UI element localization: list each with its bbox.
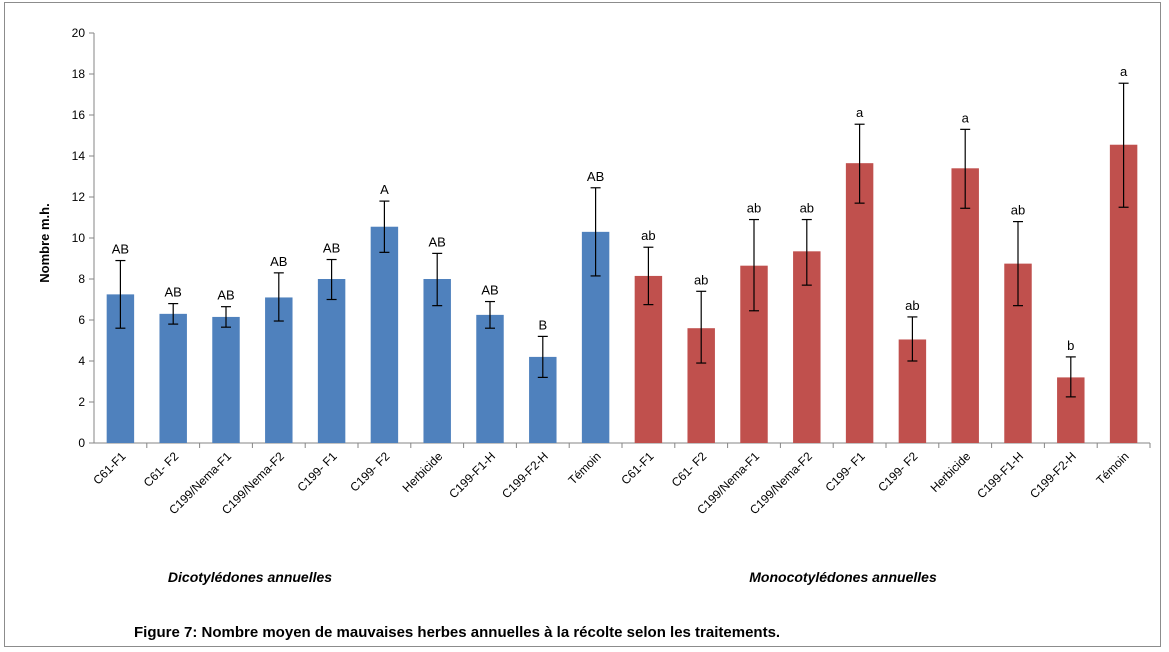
significance-label: AB	[165, 285, 182, 300]
x-tick-label: C199- F1	[822, 449, 868, 495]
significance-label: ab	[1011, 203, 1025, 218]
y-tick-label: 8	[78, 272, 85, 286]
x-tick-label: C199-F2-H	[499, 449, 551, 501]
y-tick-label: 10	[72, 231, 86, 245]
significance-label: AB	[481, 283, 498, 298]
significance-labels: AB AB AB AB AB A AB AB B AB ab ab ab ab a ab a ab b a	[112, 64, 1128, 353]
x-tick-label: C199-F1-H	[446, 449, 498, 501]
y-tick-label: 12	[72, 190, 86, 204]
bar	[476, 314, 504, 443]
significance-label: ab	[800, 201, 814, 216]
x-tick-label: Herbicide	[400, 449, 446, 495]
significance-label: A	[380, 182, 389, 197]
y-tick-label: 16	[72, 108, 86, 122]
significance-label: ab	[641, 228, 655, 243]
significance-label: b	[1067, 338, 1074, 353]
bar	[265, 297, 293, 443]
x-tick-label: C61- F2	[669, 449, 710, 490]
x-tick-label: Témoin	[1094, 449, 1132, 487]
significance-label: a	[856, 105, 864, 120]
x-tick-label: Herbicide	[928, 449, 974, 495]
x-tick-label: C199-F2-H	[1027, 449, 1079, 501]
bar	[845, 163, 874, 444]
significance-label: AB	[217, 288, 234, 303]
x-tick-label: C199- F2	[875, 449, 921, 495]
x-tick-label: C199- F1	[294, 449, 340, 495]
bar	[317, 279, 346, 443]
figure-caption: Figure 7: Nombre moyen de mauvaises herb…	[134, 624, 780, 641]
x-tick-label: C199- F2	[347, 449, 393, 495]
y-axis-label: Nombre m.h.	[37, 203, 52, 282]
significance-label: a	[1120, 64, 1128, 79]
y-ticks: 0 2 4 6 8 10 12 14 16 18 20	[72, 26, 94, 450]
significance-label: AB	[270, 254, 287, 269]
significance-label: AB	[112, 242, 129, 257]
bar	[212, 316, 240, 443]
significance-label: ab	[694, 272, 708, 287]
x-tick-label: Témoin	[566, 449, 604, 487]
significance-label: AB	[429, 234, 446, 249]
x-tick-label: C61-F1	[90, 449, 128, 487]
significance-label: B	[538, 317, 547, 332]
x-tick-label: C61-F1	[618, 449, 656, 487]
y-tick-label: 4	[78, 354, 85, 368]
significance-label: AB	[323, 241, 340, 256]
bars	[106, 144, 1138, 444]
group-label-dicots: Dicotylédones annuelles	[168, 569, 332, 585]
bar	[159, 313, 187, 443]
x-tick-label: C199-F1-H	[974, 449, 1026, 501]
x-tick-label: C61- F2	[141, 449, 182, 490]
significance-label: AB	[587, 169, 604, 184]
bar	[370, 226, 399, 443]
significance-label: ab	[747, 201, 761, 216]
axes	[93, 33, 1151, 448]
y-tick-label: 18	[72, 67, 86, 81]
y-tick-label: 6	[78, 313, 85, 327]
significance-label: a	[962, 110, 970, 125]
bar	[423, 279, 451, 443]
group-label-monocots: Monocotylédones annuelles	[749, 569, 937, 585]
significance-label: ab	[905, 298, 919, 313]
y-tick-label: 2	[78, 395, 85, 409]
y-tick-label: 20	[72, 26, 86, 40]
error-bars	[115, 82, 1129, 398]
bar	[951, 168, 979, 444]
y-tick-label: 14	[72, 149, 86, 163]
y-tick-label: 0	[78, 436, 85, 450]
